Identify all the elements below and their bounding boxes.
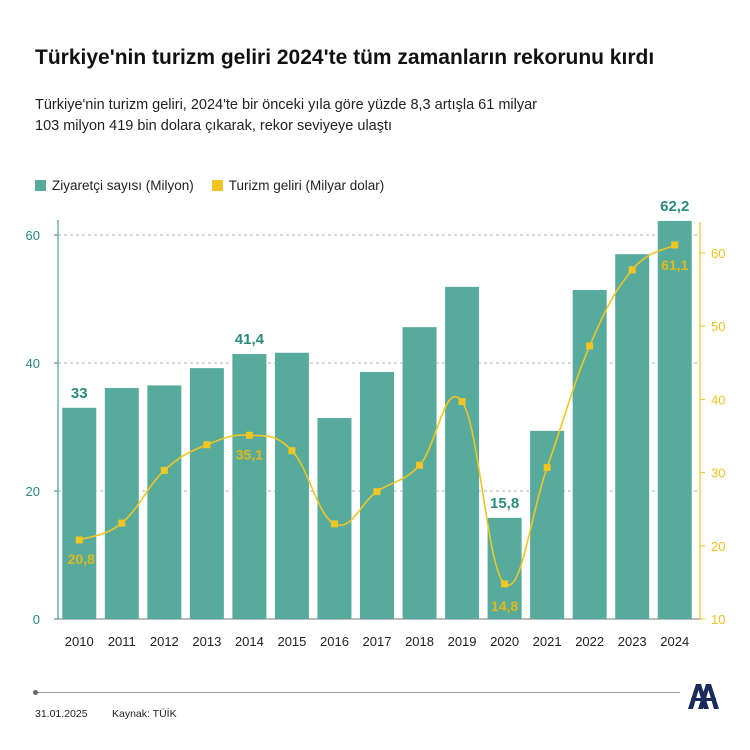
bar-2015 xyxy=(274,352,309,619)
footer-divider xyxy=(35,692,680,693)
revenue-point-2023 xyxy=(628,266,636,274)
revenue-point-2014 xyxy=(245,431,253,439)
footer-date: 31.01.2025 xyxy=(35,708,88,720)
y-left-tick-0: 0 xyxy=(33,612,40,627)
bar-2020 xyxy=(487,517,522,619)
x-tick-2014: 2014 xyxy=(235,634,264,649)
x-tick-2011: 2011 xyxy=(108,634,136,649)
x-tick-2024: 2024 xyxy=(660,634,689,649)
x-tick-2018: 2018 xyxy=(405,634,434,649)
legend: Ziyaretçi sayısı (Milyon) Turizm geliri … xyxy=(35,178,402,193)
bar-label-2014: 41,4 xyxy=(235,331,265,348)
chart-title: Türkiye'nin turizm geliri 2024'te tüm za… xyxy=(35,46,655,69)
revenue-point-2019 xyxy=(458,398,466,406)
x-tick-2012: 2012 xyxy=(150,634,179,649)
bar-label-2024: 62,2 xyxy=(660,198,689,215)
x-tick-2019: 2019 xyxy=(448,634,477,649)
bar-2010 xyxy=(62,407,97,619)
bar-2024 xyxy=(657,220,692,620)
revenue-point-2011 xyxy=(118,519,126,527)
line-label-2014: 35,1 xyxy=(236,446,263,462)
y-right-tick-30: 30 xyxy=(711,466,725,481)
x-tick-2010: 2010 xyxy=(65,634,94,649)
bar-2013 xyxy=(189,368,224,619)
x-tick-2013: 2013 xyxy=(192,634,221,649)
aa-logo-icon xyxy=(688,684,719,709)
bar-2012 xyxy=(147,385,182,619)
x-tick-2021: 2021 xyxy=(533,634,562,649)
bar-label-2010: 33 xyxy=(71,385,88,402)
revenue-point-2015 xyxy=(288,447,296,455)
bar-2023 xyxy=(615,254,650,619)
x-tick-2015: 2015 xyxy=(277,634,306,649)
legend-item-visitors: Ziyaretçi sayısı (Milyon) xyxy=(35,178,194,193)
y-right-tick-40: 40 xyxy=(711,392,725,407)
y-right-tick-10: 10 xyxy=(711,612,725,627)
line-label-2010: 20,8 xyxy=(68,551,95,567)
chart-subtitle: Türkiye'nin turizm geliri, 2024'te bir ö… xyxy=(35,95,635,137)
line-label-2020: 14,8 xyxy=(491,598,518,614)
revenue-point-2013 xyxy=(203,441,211,449)
revenue-point-2010 xyxy=(75,536,83,544)
revenue-point-2018 xyxy=(416,461,424,469)
x-tick-2023: 2023 xyxy=(618,634,647,649)
y-left-tick-20: 20 xyxy=(26,484,40,499)
revenue-point-2017 xyxy=(373,488,381,496)
bar-2014 xyxy=(232,354,267,619)
legend-item-revenue: Turizm geliri (Milyar dolar) xyxy=(211,178,385,193)
bar-2011 xyxy=(104,387,139,619)
y-right-tick-60: 60 xyxy=(711,246,725,261)
revenue-point-2022 xyxy=(586,342,594,350)
x-tick-2016: 2016 xyxy=(320,634,349,649)
subtitle-line-1: Türkiye'nin turizm geliri, 2024'te bir ö… xyxy=(35,97,537,113)
line-label-2024: 61,1 xyxy=(661,257,688,273)
revenue-point-2016 xyxy=(330,520,338,528)
bar-2019 xyxy=(445,286,480,619)
revenue-point-2012 xyxy=(160,466,168,474)
footer-divider-dot xyxy=(33,690,38,695)
y-right-tick-50: 50 xyxy=(711,319,725,334)
revenue-point-2024 xyxy=(671,241,679,249)
revenue-point-2020 xyxy=(501,580,509,588)
x-tick-2017: 2017 xyxy=(363,634,392,649)
bar-2018 xyxy=(402,327,437,619)
bar-2022 xyxy=(572,290,607,619)
footer-source: Kaynak: TÜİK xyxy=(112,708,177,720)
legend-label-revenue: Turizm geliri (Milyar dolar) xyxy=(228,178,385,193)
bar-2021 xyxy=(530,430,565,619)
bar-2017 xyxy=(360,371,394,619)
y-left-tick-60: 60 xyxy=(26,228,40,243)
subtitle-line-2: 103 milyon 419 bin dolara çıkarak, rekor… xyxy=(35,118,393,134)
bar-2016 xyxy=(317,418,352,619)
legend-label-visitors: Ziyaretçi sayısı (Milyon) xyxy=(52,178,194,193)
x-tick-2020: 2020 xyxy=(490,634,519,649)
legend-swatch-bar xyxy=(35,180,46,191)
x-tick-2022: 2022 xyxy=(575,634,604,649)
legend-swatch-line xyxy=(211,180,223,191)
bar-label-2020: 15,8 xyxy=(490,495,519,512)
y-right-tick-20: 20 xyxy=(711,539,725,554)
y-left-tick-40: 40 xyxy=(26,356,40,371)
revenue-point-2021 xyxy=(543,463,551,471)
